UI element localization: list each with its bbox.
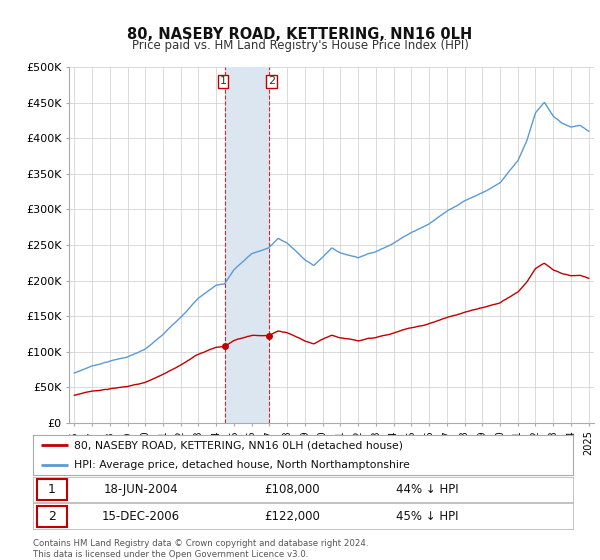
Text: HPI: Average price, detached house, North Northamptonshire: HPI: Average price, detached house, Nort…: [74, 460, 409, 470]
Text: Price paid vs. HM Land Registry's House Price Index (HPI): Price paid vs. HM Land Registry's House …: [131, 39, 469, 52]
Text: 2: 2: [48, 510, 56, 523]
Text: 2: 2: [268, 77, 275, 86]
Text: £122,000: £122,000: [264, 510, 320, 523]
Text: 44% ↓ HPI: 44% ↓ HPI: [396, 483, 458, 496]
Text: 15-DEC-2006: 15-DEC-2006: [102, 510, 180, 523]
Text: 1: 1: [48, 483, 56, 496]
Text: £108,000: £108,000: [265, 483, 320, 496]
Text: 18-JUN-2004: 18-JUN-2004: [104, 483, 178, 496]
Text: Contains HM Land Registry data © Crown copyright and database right 2024.
This d: Contains HM Land Registry data © Crown c…: [33, 539, 368, 559]
Text: 1: 1: [220, 77, 227, 86]
Text: 80, NASEBY ROAD, KETTERING, NN16 0LH: 80, NASEBY ROAD, KETTERING, NN16 0LH: [127, 27, 473, 42]
Bar: [224, 67, 269, 423]
FancyBboxPatch shape: [37, 506, 67, 526]
FancyBboxPatch shape: [37, 479, 67, 500]
Text: 80, NASEBY ROAD, KETTERING, NN16 0LH (detached house): 80, NASEBY ROAD, KETTERING, NN16 0LH (de…: [74, 441, 403, 450]
Text: 45% ↓ HPI: 45% ↓ HPI: [396, 510, 458, 523]
